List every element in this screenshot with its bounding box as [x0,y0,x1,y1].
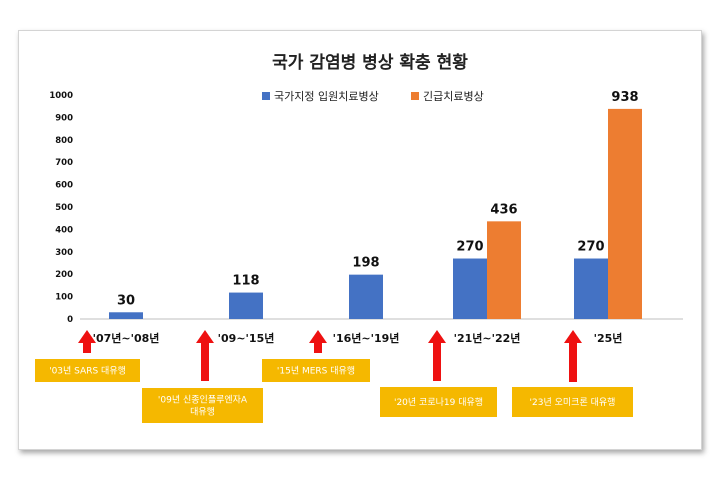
legend-swatch-designated [262,92,270,100]
y-tick-label: 0 [67,315,73,325]
bar [574,258,608,319]
bar [487,221,521,319]
event-label-text: 대유행 [190,406,215,418]
bar [229,292,263,319]
event-label-text: '09년 신종인플루엔자A [158,395,248,406]
up-arrow-icon [428,330,446,381]
event-annotation: '23년 오미크론 대유행 [512,330,633,417]
data-label: 938 [611,90,638,105]
event-label-box [35,359,140,382]
chart-legend: 국가지정 입원치료병상 긴급치료병상 [262,90,484,103]
x-tick-label: '16년~'19년 [333,331,400,345]
event-annotation: '20년 코로나19 대유행 [380,330,497,417]
event-label-box [380,387,497,417]
bars: 30 118 198 270 436 270 938 [109,90,642,319]
up-arrow-icon [564,330,582,382]
event-label-box [262,359,370,382]
event-label-text: '03년 SARS 대유행 [49,365,126,377]
event-label-text: '23년 오미크론 대유행 [530,396,616,408]
up-arrow-icon [196,330,214,381]
x-tick-label: '09~'15년 [218,331,275,345]
y-tick-label: 400 [55,225,73,235]
bar [109,312,143,319]
event-label-box [512,387,633,417]
bar [453,258,487,319]
y-tick-label: 900 [55,113,73,123]
up-arrow-icon [309,330,327,353]
y-tick-label: 1000 [49,91,73,101]
x-tick-label: '21년~'22년 [454,331,521,345]
data-label: 30 [117,293,135,308]
legend-label-emergency: 긴급치료병상 [423,90,484,103]
event-label-text: '15년 MERS 대유행 [277,365,355,377]
x-axis: '07년~'08년 '09~'15년 '16년~'19년 '21년~'22년 '25년 [93,331,623,345]
y-axis: 0 100 200 300 400 500 600 700 800 900 1000 [49,91,73,325]
up-arrow-icon [78,330,96,353]
y-tick-label: 200 [55,270,73,280]
data-label: 270 [456,240,483,255]
event-label-box [142,388,263,423]
bar [349,274,383,319]
y-tick-label: 600 [55,181,73,191]
event-label-text: '20년 코로나19 대유행 [394,396,483,408]
event-annotation: '03년 SARS 대유행 [35,330,140,382]
legend-swatch-emergency [411,92,419,100]
data-label: 270 [577,240,604,255]
legend-label-designated: 국가지정 입원치료병상 [274,90,379,103]
data-label: 436 [490,202,517,217]
y-tick-label: 300 [55,248,73,258]
data-label: 118 [232,274,259,289]
x-tick-label: '25년 [594,331,623,345]
y-tick-label: 800 [55,136,73,146]
x-tick-label: '07년~'08년 [93,331,160,345]
y-tick-label: 100 [55,293,73,303]
data-label: 198 [352,256,379,271]
chart-title: 국가 감염병 병상 확충 현황 [272,53,468,73]
bar [608,108,642,319]
y-tick-label: 700 [55,158,73,168]
event-annotation: '15년 MERS 대유행 [262,330,370,382]
y-tick-label: 500 [55,203,73,213]
